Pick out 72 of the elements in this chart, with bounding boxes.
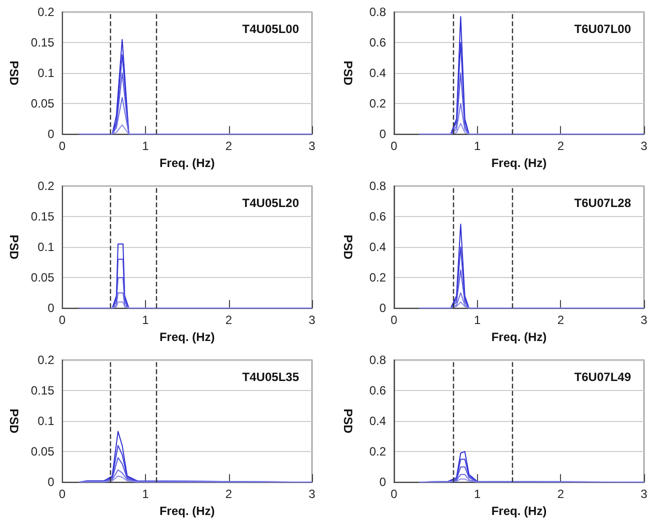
x-tick-label: 1 xyxy=(474,139,481,154)
x-axis-title: Freq. (Hz) xyxy=(159,504,215,518)
x-tick-label: 3 xyxy=(308,487,316,502)
x-tick-label: 0 xyxy=(58,313,66,328)
y-axis-title: PSD xyxy=(7,408,21,434)
y-tick-label: 0.15 xyxy=(30,210,55,224)
x-tick-label: 1 xyxy=(142,487,150,502)
y-tick-label: 0.1 xyxy=(38,414,55,428)
x-tick-label: 2 xyxy=(225,313,232,328)
x-axis-title: Freq. (Hz) xyxy=(159,330,215,344)
x-tick-label: 1 xyxy=(474,313,481,328)
y-tick-label: 0.05 xyxy=(30,270,55,285)
y-tick-label: 0 xyxy=(48,475,55,490)
y-tick-label: 0.2 xyxy=(369,270,386,285)
y-tick-label: 0 xyxy=(379,475,386,490)
x-axis-title: Freq. (Hz) xyxy=(491,330,547,344)
y-axis-title: PSD xyxy=(341,234,355,260)
y-axis-title: PSD xyxy=(341,60,355,86)
y-tick-label: 0.4 xyxy=(369,240,386,254)
y-tick-label: 0.8 xyxy=(369,5,386,19)
x-tick-label: 3 xyxy=(308,313,316,328)
x-tick-label: 0 xyxy=(58,487,66,502)
x-tick-label: 3 xyxy=(640,487,648,502)
y-axis-title: PSD xyxy=(7,60,21,86)
y-tick-label: 0.05 xyxy=(30,444,55,459)
y-tick-label: 0.2 xyxy=(38,353,55,367)
x-tick-label: 2 xyxy=(225,139,232,154)
x-axis-title: Freq. (Hz) xyxy=(491,156,547,170)
y-tick-label: 0.6 xyxy=(369,36,386,50)
x-tick-label: 1 xyxy=(142,139,150,154)
x-tick-label: 2 xyxy=(225,487,232,502)
y-tick-label: 0.1 xyxy=(38,240,55,254)
x-tick-label: 2 xyxy=(557,139,564,154)
y-tick-label: 0.05 xyxy=(30,96,55,111)
text: T6U07L28 xyxy=(574,196,632,210)
x-tick-label: 1 xyxy=(142,313,150,328)
x-tick-label: 3 xyxy=(308,139,316,154)
x-axis-title: Freq. (Hz) xyxy=(159,156,215,170)
x-tick-label: 1 xyxy=(474,487,481,502)
text: T4U05L35 xyxy=(242,370,300,384)
y-tick-label: 0 xyxy=(48,127,55,142)
y-tick-label: 0.2 xyxy=(369,444,386,459)
y-tick-label: 0.6 xyxy=(369,210,386,224)
y-tick-label: 0.2 xyxy=(38,5,55,19)
y-tick-label: 0.8 xyxy=(369,353,386,367)
y-axis-title: PSD xyxy=(341,408,355,434)
y-tick-label: 0 xyxy=(379,301,386,316)
x-tick-label: 3 xyxy=(640,313,648,328)
text: T6U07L00 xyxy=(574,22,632,36)
x-tick-label: 3 xyxy=(640,139,648,154)
x-tick-label: 0 xyxy=(58,139,66,154)
x-tick-label: 2 xyxy=(557,487,564,502)
x-axis-title: Freq. (Hz) xyxy=(491,504,547,518)
y-tick-label: 0.15 xyxy=(30,384,55,398)
y-tick-label: 0.2 xyxy=(369,96,386,111)
y-tick-label: 0.4 xyxy=(369,414,386,428)
y-tick-label: 0.8 xyxy=(369,179,386,193)
text: T4U05L20 xyxy=(242,196,300,210)
text: T4U05L00 xyxy=(242,22,300,36)
x-tick-label: 0 xyxy=(390,487,398,502)
y-tick-label: 0.15 xyxy=(30,36,55,50)
y-tick-label: 0.1 xyxy=(38,66,55,80)
x-tick-label: 2 xyxy=(557,313,564,328)
text: T6U07L49 xyxy=(574,370,632,384)
x-tick-label: 0 xyxy=(390,313,398,328)
x-tick-label: 0 xyxy=(390,139,398,154)
y-axis-title: PSD xyxy=(7,234,21,260)
y-tick-label: 0 xyxy=(48,301,55,316)
y-tick-label: 0 xyxy=(379,127,386,142)
y-tick-label: 0.6 xyxy=(369,384,386,398)
y-tick-label: 0.2 xyxy=(38,179,55,193)
y-tick-label: 0.4 xyxy=(369,66,386,80)
